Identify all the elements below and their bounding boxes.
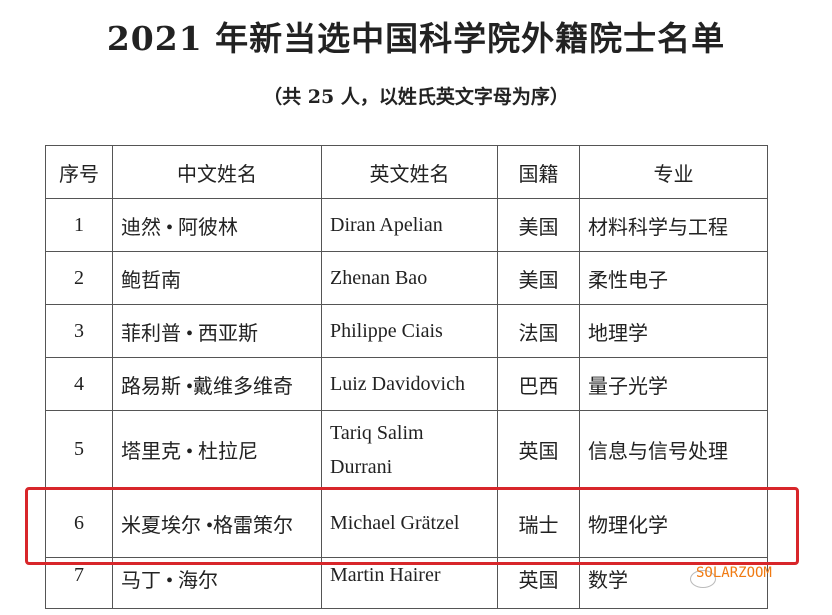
cell-nationality: 瑞士 [497,488,580,558]
cell-english-name: Zhenan Bao [321,251,498,305]
cell-chinese-name: 马丁 • 海尔 [112,557,322,609]
header-english-name: 英文姓名 [321,145,498,199]
table-row: 3 菲利普 • 西亚斯 Philippe Ciais 法国 地理学 [45,304,768,358]
cell-nationality: 英国 [497,410,580,489]
header-nationality: 国籍 [497,145,580,199]
cell-chinese-name: 菲利普 • 西亚斯 [112,304,322,358]
cell-chinese-name: 迪然 • 阿彼林 [112,198,322,252]
cell-nationality: 英国 [497,557,580,609]
cell-index: 5 [45,410,113,489]
cell-specialty: 物理化学 [579,488,768,558]
cell-nationality: 法国 [497,304,580,358]
cell-english-name: Philippe Ciais [321,304,498,358]
cell-index: 4 [45,357,113,411]
document-subtitle: （共 25 人，以姓氏英文字母为序） [263,86,569,108]
table-header-row: 序号 中文姓名 英文姓名 国籍 专业 [45,145,768,199]
cell-specialty: 信息与信号处理 [579,410,768,489]
cell-english-name: Diran Apelian [321,198,498,252]
cell-index: 2 [45,251,113,305]
header-specialty: 专业 [579,145,768,199]
table-row: 5 塔里克 • 杜拉尼 Tariq Salim Durrani 英国 信息与信号处理 [45,410,768,489]
cell-chinese-name: 路易斯 •戴维多维奇 [112,357,322,411]
cell-index: 1 [45,198,113,252]
cell-chinese-name: 塔里克 • 杜拉尼 [112,410,322,489]
cell-specialty: 材料科学与工程 [579,198,768,252]
table-row: 2 鲍哲南 Zhenan Bao 美国 柔性电子 [45,251,768,305]
cell-chinese-name: 米夏埃尔 •格雷策尔 [112,488,322,558]
watermark: SOLARZOOM [696,565,772,581]
cell-english-name: Martin Hairer [321,557,498,609]
cell-nationality: 美国 [497,251,580,305]
cell-specialty: 数学 [579,557,768,609]
header-chinese-name: 中文姓名 [112,145,322,199]
academician-table: 序号 中文姓名 英文姓名 国籍 专业 1 迪然 • 阿彼林 Diran Apelia… [45,145,768,609]
wechat-icon [690,570,716,588]
cell-nationality: 巴西 [497,357,580,411]
table-row: 1 迪然 • 阿彼林 Diran Apelian 美国 材料科学与工程 [45,198,768,252]
cell-nationality: 美国 [497,198,580,252]
header-index: 序号 [45,145,113,199]
cell-specialty: 地理学 [579,304,768,358]
table-row-highlighted: 6 米夏埃尔 •格雷策尔 Michael Grätzel 瑞士 物理化学 [45,488,768,558]
cell-index: 7 [45,557,113,609]
cell-chinese-name: 鲍哲南 [112,251,322,305]
cell-specialty: 量子光学 [579,357,768,411]
document-title: 2021 年新当选中国科学院外籍院士名单 [106,19,726,58]
cell-english-name: Tariq Salim Durrani [321,410,498,489]
table-row: 4 路易斯 •戴维多维奇 Luiz Davidovich 巴西 量子光学 [45,357,768,411]
cell-english-name: Luiz Davidovich [321,357,498,411]
highlight-box [25,487,799,565]
cell-specialty: 柔性电子 [579,251,768,305]
table-row: 7 马丁 • 海尔 Martin Hairer 英国 数学 [45,557,768,609]
cell-index: 3 [45,304,113,358]
